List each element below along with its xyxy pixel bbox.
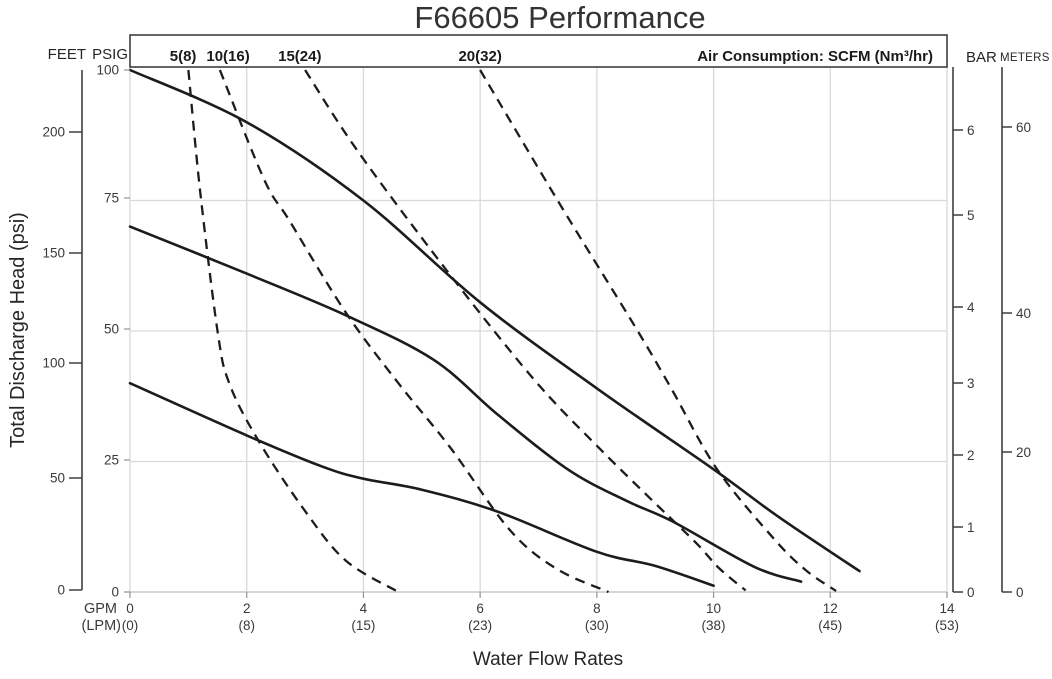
psig-axis-caption: PSIG — [92, 46, 128, 63]
bar-tick-label: 5 — [967, 208, 975, 223]
air-consumption-band — [129, 34, 948, 68]
meters-tick-label: 20 — [1016, 445, 1031, 460]
feet-tick-label: 0 — [57, 583, 65, 598]
air-curve-15(24) — [304, 69, 747, 592]
psig-tick-label: 100 — [96, 63, 119, 78]
bar-tick-label: 0 — [967, 585, 975, 600]
lpm-unit-label: (LPM) — [82, 618, 121, 634]
bar-axis-caption: BAR — [966, 49, 997, 66]
y-axis-title: Total Discharge Head (psi) — [7, 212, 29, 448]
gpm-tick-label: 12 — [823, 601, 838, 616]
gpm-tick-label: 14 — [939, 601, 955, 616]
bar-tick-label: 4 — [967, 300, 975, 315]
lpm-tick-label: (8) — [238, 618, 255, 633]
scfm-label: 10(16) — [206, 48, 249, 65]
scfm-label: 5(8) — [170, 48, 197, 65]
lpm-tick-label: (23) — [468, 618, 492, 633]
bar-tick-label: 2 — [967, 448, 975, 463]
head-curve-upper — [128, 68, 861, 573]
air-curve-20(32) — [479, 69, 837, 592]
gpm-tick-label: 10 — [706, 601, 721, 616]
meters-tick-label: 40 — [1016, 306, 1031, 321]
curves-layer — [128, 68, 861, 594]
psig-tick-label: 75 — [104, 191, 119, 206]
gpm-tick-label: 2 — [243, 601, 251, 616]
feet-tick-label: 200 — [42, 125, 65, 140]
grid-layer — [129, 67, 948, 598]
gpm-tick-label: 0 — [126, 601, 134, 616]
lpm-tick-label: (38) — [702, 618, 726, 633]
gpm-unit-label: GPM — [84, 601, 117, 617]
meters-axis-caption: METERS — [1000, 52, 1050, 64]
psig-tick-label: 50 — [104, 322, 119, 337]
scfm-label: 20(32) — [458, 48, 501, 65]
bar-tick-label: 1 — [967, 520, 975, 535]
axes-layer: 2001501005001007550250654321060402000(0)… — [42, 63, 1031, 634]
head-curve-middle — [128, 225, 803, 583]
lpm-tick-label: (45) — [818, 618, 842, 633]
air-consumption-labels: 5(8) 10(16) 15(24) 20(32) — [170, 48, 502, 65]
feet-tick-label: 100 — [42, 356, 65, 371]
gpm-tick-label: 4 — [360, 601, 368, 616]
bar-tick-label: 3 — [967, 376, 975, 391]
x-axis-title: Water Flow Rates — [473, 649, 623, 670]
chart-title: F66605 Performance — [414, 0, 705, 35]
gpm-tick-label: 6 — [476, 601, 484, 616]
gpm-tick-label: 8 — [593, 601, 601, 616]
scfm-label: 15(24) — [278, 48, 321, 65]
feet-axis-caption: FEET — [48, 46, 86, 63]
bar-tick-label: 6 — [967, 123, 975, 138]
meters-tick-label: 0 — [1016, 585, 1024, 600]
lpm-tick-label: (15) — [351, 618, 375, 633]
lpm-tick-label: (30) — [585, 618, 609, 633]
feet-tick-label: 150 — [42, 246, 65, 261]
head-curve-lower — [128, 381, 715, 587]
meters-tick-label: 60 — [1016, 120, 1031, 135]
lpm-tick-label: (0) — [122, 618, 139, 633]
air-consumption-note: Air Consumption: SCFM (Nm³/hr) — [697, 48, 933, 65]
air-curve-5(8) — [187, 69, 399, 593]
feet-tick-label: 50 — [50, 471, 65, 486]
psig-tick-label: 0 — [111, 585, 119, 600]
psig-tick-label: 25 — [104, 453, 119, 468]
lpm-tick-label: (53) — [935, 618, 959, 633]
